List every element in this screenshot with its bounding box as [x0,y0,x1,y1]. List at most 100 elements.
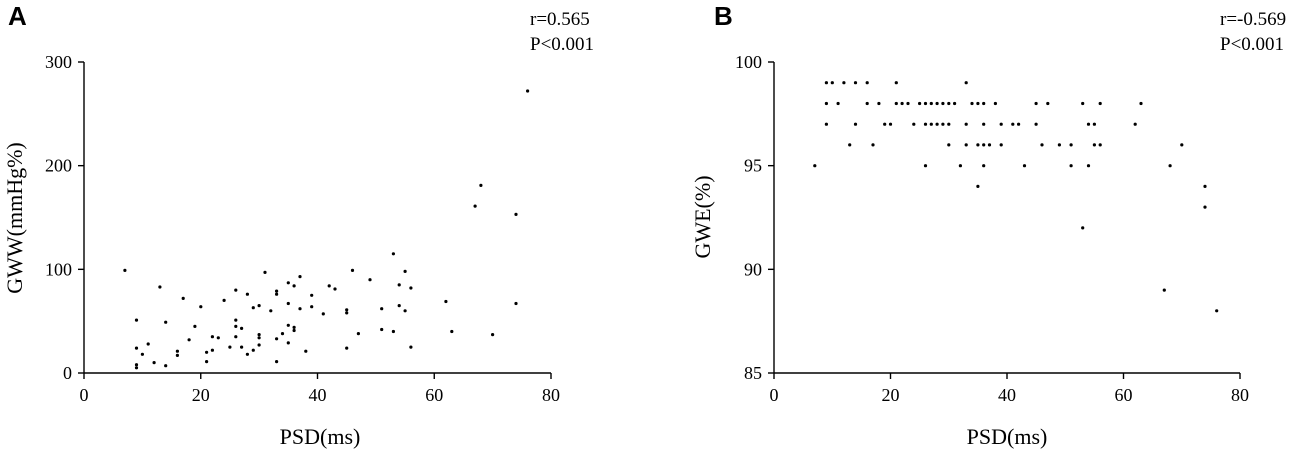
x-tick-label: 40 [998,385,1016,405]
data-point [286,323,290,327]
data-point [1040,143,1044,147]
data-point [923,164,928,168]
axes: 0 20 40 60 80 0 100 200 300 [45,52,560,405]
data-point [298,307,302,311]
data-point [234,324,238,328]
data-point [526,89,530,93]
data-point [1034,101,1038,106]
data-points [123,89,530,370]
data-point [514,301,518,306]
data-point [970,101,974,106]
data-point [275,337,279,341]
data-point [947,122,951,126]
data-point [1203,184,1207,188]
data-point [947,101,951,106]
data-point [345,311,349,315]
data-point [491,333,495,337]
data-point [923,101,928,106]
y-tick-label: 300 [45,52,72,72]
data-point [240,326,244,330]
data-point [923,122,928,126]
data-point [993,101,998,106]
data-point [894,101,898,106]
data-point [403,309,407,313]
data-point [982,143,986,147]
data-point [175,353,179,357]
data-point [257,343,261,347]
data-point [234,288,238,292]
data-point [257,333,261,337]
data-point [146,342,150,346]
data-point [380,307,384,311]
correlation-r: r=0.565 [530,9,590,30]
data-point [164,320,168,324]
data-point [257,304,261,308]
y-axis-title: GWE(%) [690,175,715,258]
data-point [251,348,255,352]
data-point [444,299,448,304]
data-point [356,332,360,336]
data-point [391,252,395,256]
data-point [853,122,858,126]
data-point [999,143,1003,147]
data-point [964,81,968,85]
data-point [1046,101,1050,106]
data-point [883,122,887,126]
data-point [1162,288,1166,292]
data-point [286,281,290,285]
data-point [152,361,156,365]
data-point [257,336,261,340]
data-point [1086,122,1091,126]
data-point [1081,226,1085,230]
y-tick-label: 200 [45,156,72,176]
data-point [175,349,179,353]
data-point [245,352,249,356]
data-point [280,332,285,336]
data-point [245,292,249,296]
data-point [380,327,384,332]
data-point [263,270,267,274]
data-point [345,308,349,312]
x-axis-title: PSD(ms) [967,424,1048,449]
data-point [987,143,992,147]
data-point [1081,101,1085,106]
data-point [298,275,302,279]
panel-letter: B [714,1,733,31]
data-point [1086,164,1091,168]
data-point [199,305,203,309]
p-value: P<0.001 [530,34,594,55]
panel-letter: A [8,1,27,31]
data-point [210,335,214,339]
data-point [888,122,893,126]
data-point [333,287,337,291]
data-point [1017,122,1021,126]
data-point [824,101,829,106]
data-point [824,122,829,126]
data-point [953,101,957,106]
data-point [286,341,290,345]
data-point [824,81,829,85]
data-point [1092,143,1096,147]
data-point [327,284,331,288]
y-tick-label: 95 [744,156,762,176]
data-point [941,122,945,126]
data-point [941,101,945,106]
data-point [982,101,986,106]
data-point [391,329,395,334]
data-point [1069,164,1073,168]
x-tick-label: 20 [192,385,210,405]
data-point [912,122,916,126]
axes: 0 20 40 60 80 85 90 95 100 [735,52,1249,405]
data-point [918,101,922,106]
data-point [310,305,314,309]
x-tick-label: 20 [882,385,900,405]
data-point [205,360,209,364]
data-point [842,81,846,85]
x-tick-label: 0 [80,385,89,405]
x-tick-label: 40 [309,385,327,405]
data-point [345,346,349,350]
x-tick-label: 0 [770,385,779,405]
data-point [181,296,185,300]
data-point [321,312,325,316]
data-point [234,335,238,339]
